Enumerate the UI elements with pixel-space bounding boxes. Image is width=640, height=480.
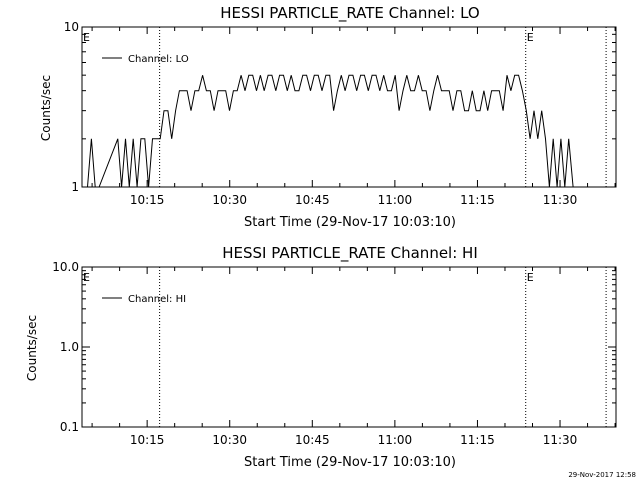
x-tick-label: 10:45: [295, 433, 330, 447]
y-axis-label: Counts/sec: [25, 315, 39, 381]
x-tick-label: 10:30: [212, 193, 247, 207]
edge-marker-label: E: [83, 271, 90, 284]
plot-frame: [81, 26, 617, 188]
vertical-marker-label: E: [527, 31, 534, 44]
x-tick-label: 11:00: [378, 193, 413, 207]
edge-markers: E: [83, 271, 90, 284]
x-tick-label: 11:15: [460, 433, 495, 447]
legend-label: Channel: HI: [128, 294, 186, 305]
edge-marker-label: E: [83, 31, 90, 44]
edge-markers: E: [83, 31, 90, 44]
x-tick-label: 11:15: [460, 193, 495, 207]
x-ticks: 10:15 10:30 10:45 11:00 11:15 11:30: [91, 27, 616, 207]
vertical-marker-label: E: [527, 271, 534, 284]
x-axis-label: Start Time (29-Nov-17 10:03:10): [244, 215, 456, 230]
y-tick-label: 10.0: [52, 260, 79, 274]
footer-timestamp: 29-Nov-2017 12:58: [568, 471, 636, 479]
x-tick-label: 10:45: [295, 193, 330, 207]
y-tick-label: 1.0: [60, 340, 79, 354]
y-tick-label: 1: [71, 180, 79, 194]
panel-lo: HESSI PARTICLE_RATE Channel: LO Counts/s…: [39, 4, 617, 230]
y-ticks: 1 10: [64, 20, 616, 194]
x-tick-label: 11:00: [378, 433, 413, 447]
series-line: [87, 74, 574, 188]
x-tick-label: 10:15: [130, 433, 165, 447]
x-tick-label: 10:15: [130, 193, 165, 207]
y-ticks: 0.1 1.0 10.0: [52, 260, 616, 434]
legend: Channel: LO: [102, 54, 189, 65]
chart-title: HESSI PARTICLE_RATE Channel: HI: [222, 244, 478, 263]
panel-hi: HESSI PARTICLE_RATE Channel: HI Counts/s…: [25, 244, 617, 470]
y-tick-label: 10: [64, 20, 79, 34]
y-axis-label: Counts/sec: [39, 75, 53, 141]
x-tick-label: 10:30: [212, 433, 247, 447]
x-tick-label: 11:30: [543, 193, 578, 207]
x-axis-label: Start Time (29-Nov-17 10:03:10): [244, 455, 456, 470]
vertical-markers: E: [159, 27, 607, 187]
vertical-markers: E: [159, 267, 607, 427]
series-lines: [87, 74, 574, 188]
legend-label: Channel: LO: [128, 54, 189, 65]
plot-frame: [81, 266, 617, 428]
chart-title: HESSI PARTICLE_RATE Channel: LO: [220, 4, 479, 23]
x-ticks: 10:15 10:30 10:45 11:00 11:15 11:30: [91, 267, 616, 447]
legend: Channel: HI: [102, 294, 186, 305]
x-tick-label: 11:30: [543, 433, 578, 447]
y-tick-label: 0.1: [60, 420, 79, 434]
